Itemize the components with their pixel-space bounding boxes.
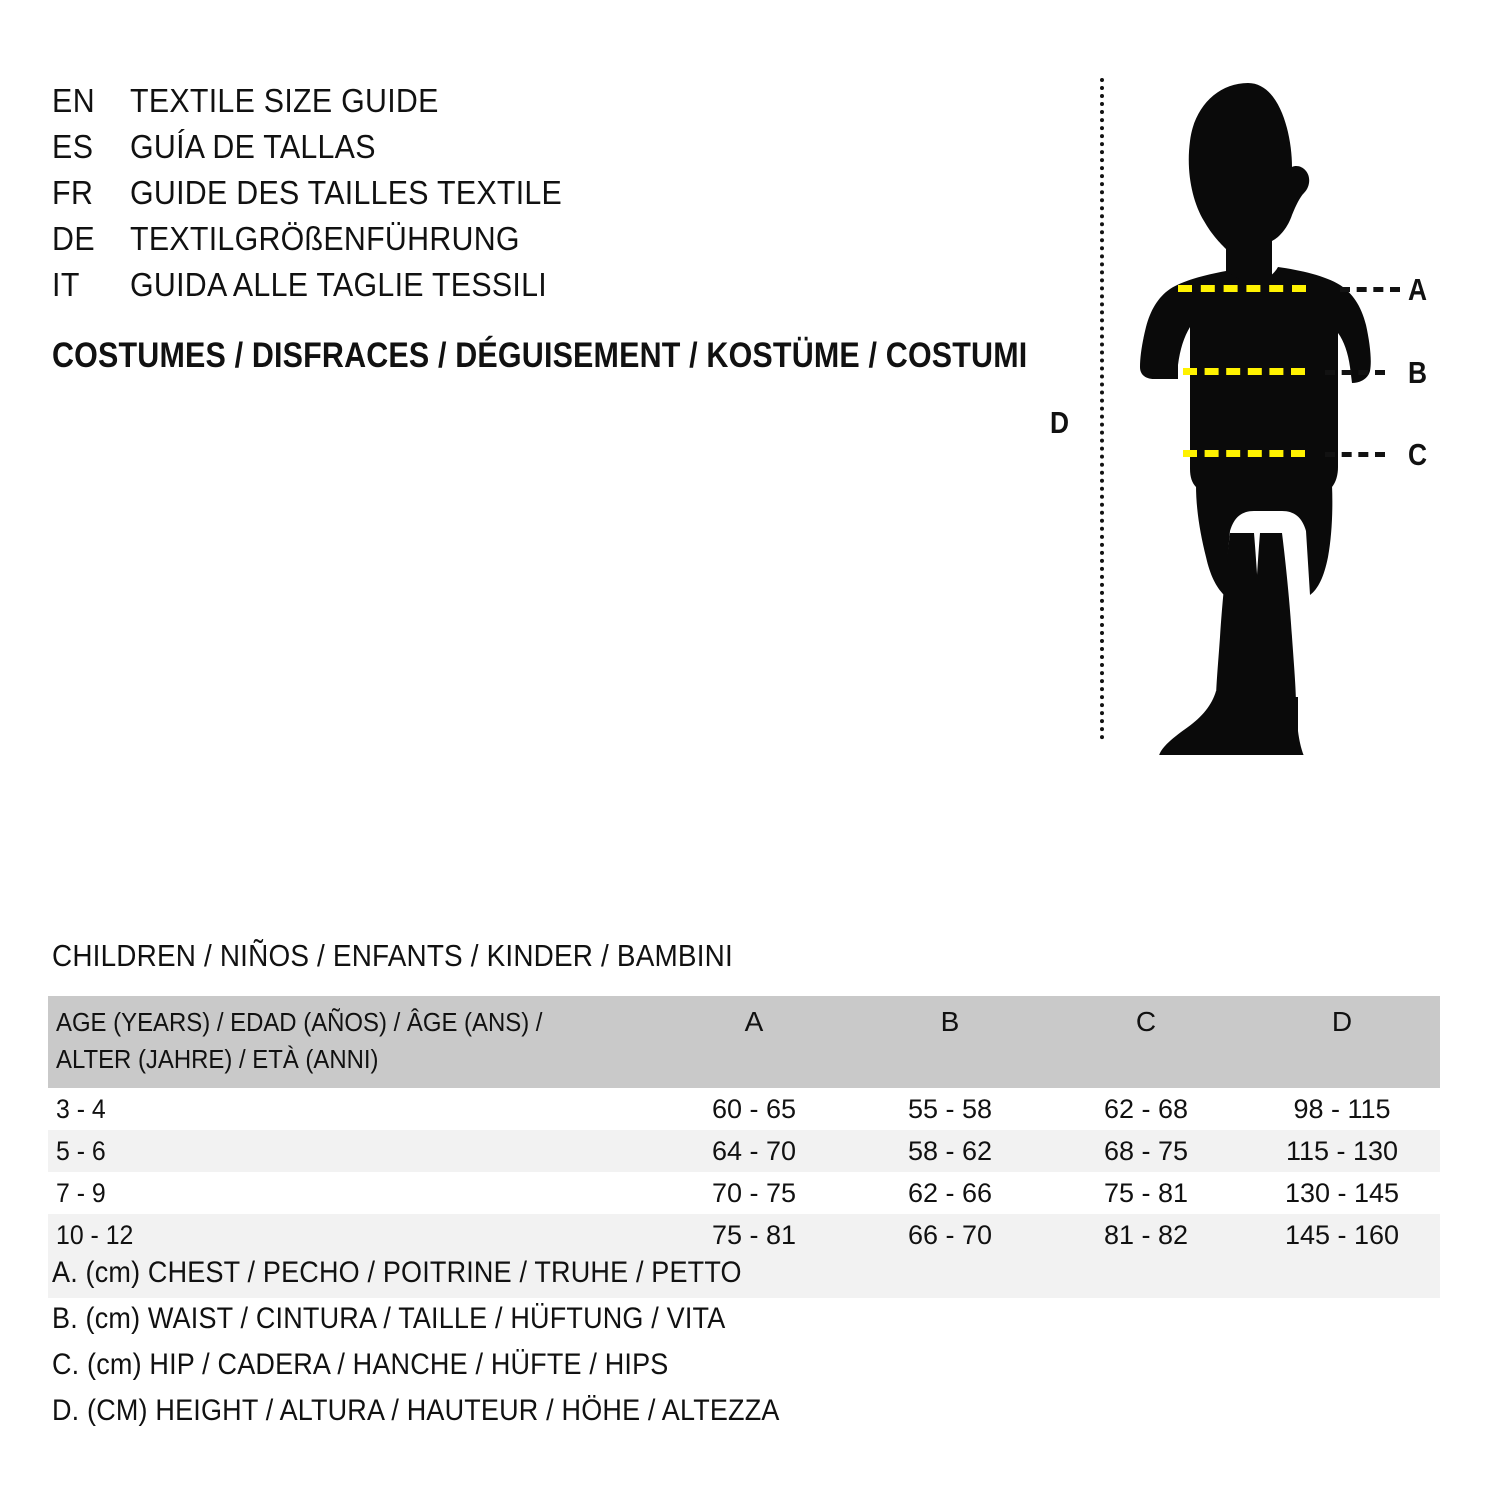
language-code-de: DE (52, 220, 96, 257)
language-row-fr: FR GUIDE DES TAILLES TEXTILE (52, 170, 672, 216)
product-line-title: COSTUMES / DISFRACES / DÉGUISEMENT / KOS… (52, 336, 1028, 375)
cell-age-value: 5 - 6 (56, 1135, 106, 1166)
table-row: 3 - 4 60 - 65 55 - 58 62 - 68 98 - 115 (48, 1088, 1440, 1130)
column-header-c: C (1135, 1006, 1157, 1037)
table-row: 5 - 6 64 - 70 58 - 62 68 - 75 115 - 130 (48, 1130, 1440, 1172)
table-header-row: AGE (YEARS) / EDAD (AÑOS) / ÂGE (ANS) / … (48, 996, 1440, 1088)
language-row-it: IT GUIDA ALLE TAGLIE TESSILI (52, 262, 672, 308)
cell-age: 3 - 4 (48, 1088, 656, 1130)
cell-age-value: 3 - 4 (56, 1093, 106, 1124)
child-silhouette-icon (1140, 83, 1371, 755)
cell-height: 145 - 160 (1284, 1219, 1400, 1250)
language-title-block: EN TEXTILE SIZE GUIDE ES GUÍA DE TALLAS … (52, 78, 672, 308)
diagram-label-hip: C (1408, 437, 1428, 472)
column-header-a: A (744, 1006, 764, 1037)
cell-hip: 75 - 81 (1103, 1177, 1189, 1208)
cell-height: 130 - 145 (1284, 1177, 1400, 1208)
diagram-label-height: D (1050, 405, 1070, 440)
measurement-diagram: D A B C (1020, 60, 1480, 760)
cell-height: 115 - 130 (1285, 1135, 1399, 1166)
language-code-en: EN (52, 82, 96, 119)
language-row-es: ES GUÍA DE TALLAS (52, 124, 672, 170)
hip-leader-line (1325, 452, 1385, 457)
language-code-it: IT (52, 266, 80, 303)
legend-line-hip: C. (cm) HIP / CADERA / HANCHE / HÜFTE / … (52, 1348, 669, 1381)
table-row: 10 - 12 75 - 81 66 - 70 81 - 82 145 - 16… (48, 1214, 1440, 1256)
language-code-fr: FR (52, 174, 94, 211)
cell-age: 5 - 6 (48, 1130, 656, 1172)
column-header-age-line1: AGE (YEARS) / EDAD (AÑOS) / ÂGE (ANS) / (56, 1007, 543, 1037)
cell-age-value: 7 - 9 (56, 1177, 106, 1208)
diagram-label-waist: B (1408, 355, 1428, 390)
table-footer-spacer (48, 1256, 1440, 1298)
language-title-en: TEXTILE SIZE GUIDE (130, 82, 439, 119)
diagram-label-chest: A (1408, 272, 1428, 307)
cell-waist: 62 - 66 (907, 1177, 993, 1208)
cell-chest: 75 - 81 (711, 1219, 797, 1250)
size-chart-table: AGE (YEARS) / EDAD (AÑOS) / ÂGE (ANS) / … (48, 996, 1440, 1298)
language-title-es: GUÍA DE TALLAS (130, 128, 376, 165)
cell-waist: 66 - 70 (907, 1219, 993, 1250)
audience-heading: CHILDREN / NIÑOS / ENFANTS / KINDER / BA… (52, 938, 733, 973)
cell-waist: 55 - 58 (907, 1093, 993, 1124)
column-header-b: B (940, 1006, 960, 1037)
language-row-de: DE TEXTILGRÖßENFÜHRUNG (52, 216, 672, 262)
height-reference-line (1100, 78, 1104, 740)
language-title-de: TEXTILGRÖßENFÜHRUNG (130, 220, 520, 257)
language-code-es: ES (52, 128, 94, 165)
cell-chest: 60 - 65 (711, 1093, 797, 1124)
cell-hip: 81 - 82 (1103, 1219, 1189, 1250)
measurement-legend: A. (cm) CHEST / PECHO / POITRINE / TRUHE… (52, 1250, 852, 1434)
cell-hip: 62 - 68 (1103, 1093, 1189, 1124)
column-header-age-line2: ALTER (JAHRE) / ETÀ (ANNI) (56, 1044, 379, 1074)
cell-age-value: 10 - 12 (56, 1219, 134, 1250)
legend-line-height: D. (CM) HEIGHT / ALTURA / HAUTEUR / HÖHE… (52, 1394, 780, 1427)
legend-line-chest: A. (cm) CHEST / PECHO / POITRINE / TRUHE… (52, 1256, 742, 1289)
column-header-d: D (1331, 1006, 1353, 1037)
cell-waist: 58 - 62 (907, 1135, 993, 1166)
table-row: 7 - 9 70 - 75 62 - 66 75 - 81 130 - 145 (48, 1172, 1440, 1214)
waist-leader-line (1325, 370, 1385, 375)
waist-measure-line (1183, 368, 1305, 375)
cell-chest: 70 - 75 (711, 1177, 797, 1208)
chest-measure-line (1178, 285, 1306, 292)
hip-measure-line (1183, 450, 1305, 457)
chest-leader-line (1340, 287, 1400, 292)
cell-age: 10 - 12 (48, 1214, 656, 1256)
language-title-it: GUIDA ALLE TAGLIE TESSILI (130, 266, 547, 303)
cell-height: 98 - 115 (1293, 1093, 1391, 1124)
legend-line-waist: B. (cm) WAIST / CINTURA / TAILLE / HÜFTU… (52, 1302, 726, 1335)
language-row-en: EN TEXTILE SIZE GUIDE (52, 78, 672, 124)
cell-age: 7 - 9 (48, 1172, 656, 1214)
cell-chest: 64 - 70 (711, 1135, 797, 1166)
language-title-fr: GUIDE DES TAILLES TEXTILE (130, 174, 563, 211)
cell-hip: 68 - 75 (1103, 1135, 1189, 1166)
column-header-age: AGE (YEARS) / EDAD (AÑOS) / ÂGE (ANS) / … (48, 996, 656, 1088)
